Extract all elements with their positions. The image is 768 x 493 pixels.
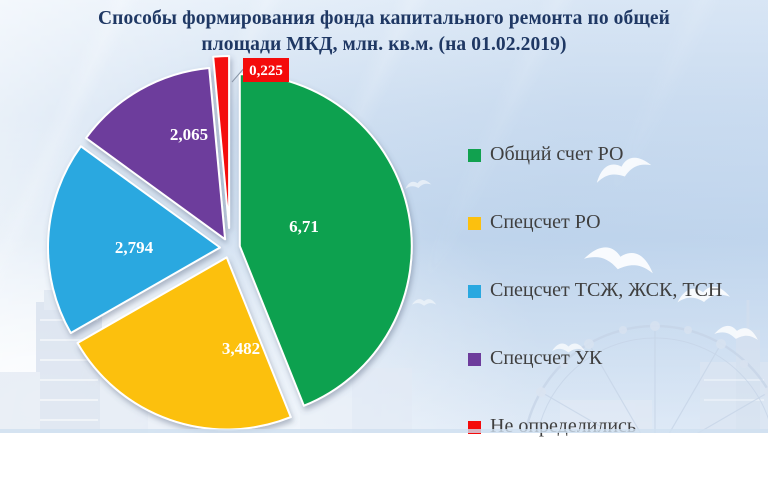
- pie-slice-4: [212, 55, 231, 229]
- legend-swatch: [468, 352, 481, 366]
- pie-slice-2: [47, 145, 221, 334]
- legend-swatch: [468, 284, 481, 298]
- legend-item: [468, 84, 722, 98]
- legend-swatch: [468, 85, 481, 98]
- pie-slice-1: [76, 256, 292, 431]
- pie-value-label: 3,482: [222, 339, 260, 358]
- legend-item: Общий счет РО: [468, 143, 722, 166]
- pie-chart: 6,71 3,482 2,794 2,065 0,225: [47, 55, 413, 431]
- legend-item: Спецсчет ТСЖ, ЖСК, ТСН: [468, 279, 722, 302]
- legend-label: Спецсчет УК: [490, 347, 603, 369]
- bottom-edge: [0, 429, 768, 433]
- legend-label: Общий счет РО: [490, 143, 624, 165]
- legend-swatch: [468, 148, 481, 162]
- pie-chart-area: 6,71 3,482 2,794 2,065 0,225: [20, 50, 460, 433]
- legend-item: Спецсчет УК: [468, 347, 722, 370]
- legend-label: Спецсчет РО: [490, 211, 601, 233]
- callout-value-label: 0,225: [249, 63, 283, 79]
- legend-item: Спецсчет РО: [468, 211, 722, 234]
- callout-box: [243, 58, 289, 82]
- pie-value-label: 2,065: [170, 125, 208, 144]
- legend-label: Не определились: [490, 415, 637, 437]
- legend-swatch: [468, 216, 481, 230]
- pie-value-label: 6,71: [289, 217, 319, 236]
- pie-value-label: 2,794: [115, 238, 154, 257]
- chart-legend: Общий счет РО Спецсчет РО Спецсчет ТСЖ, …: [468, 84, 722, 438]
- chart-title: Способы формирования фонда капитального …: [97, 8, 671, 56]
- pie-slice-3: [85, 67, 227, 241]
- legend-label: Спецсчет ТСЖ, ЖСК, ТСН: [490, 279, 723, 301]
- pie-slice-0: [238, 73, 413, 407]
- legend-item: Не определились: [468, 415, 722, 438]
